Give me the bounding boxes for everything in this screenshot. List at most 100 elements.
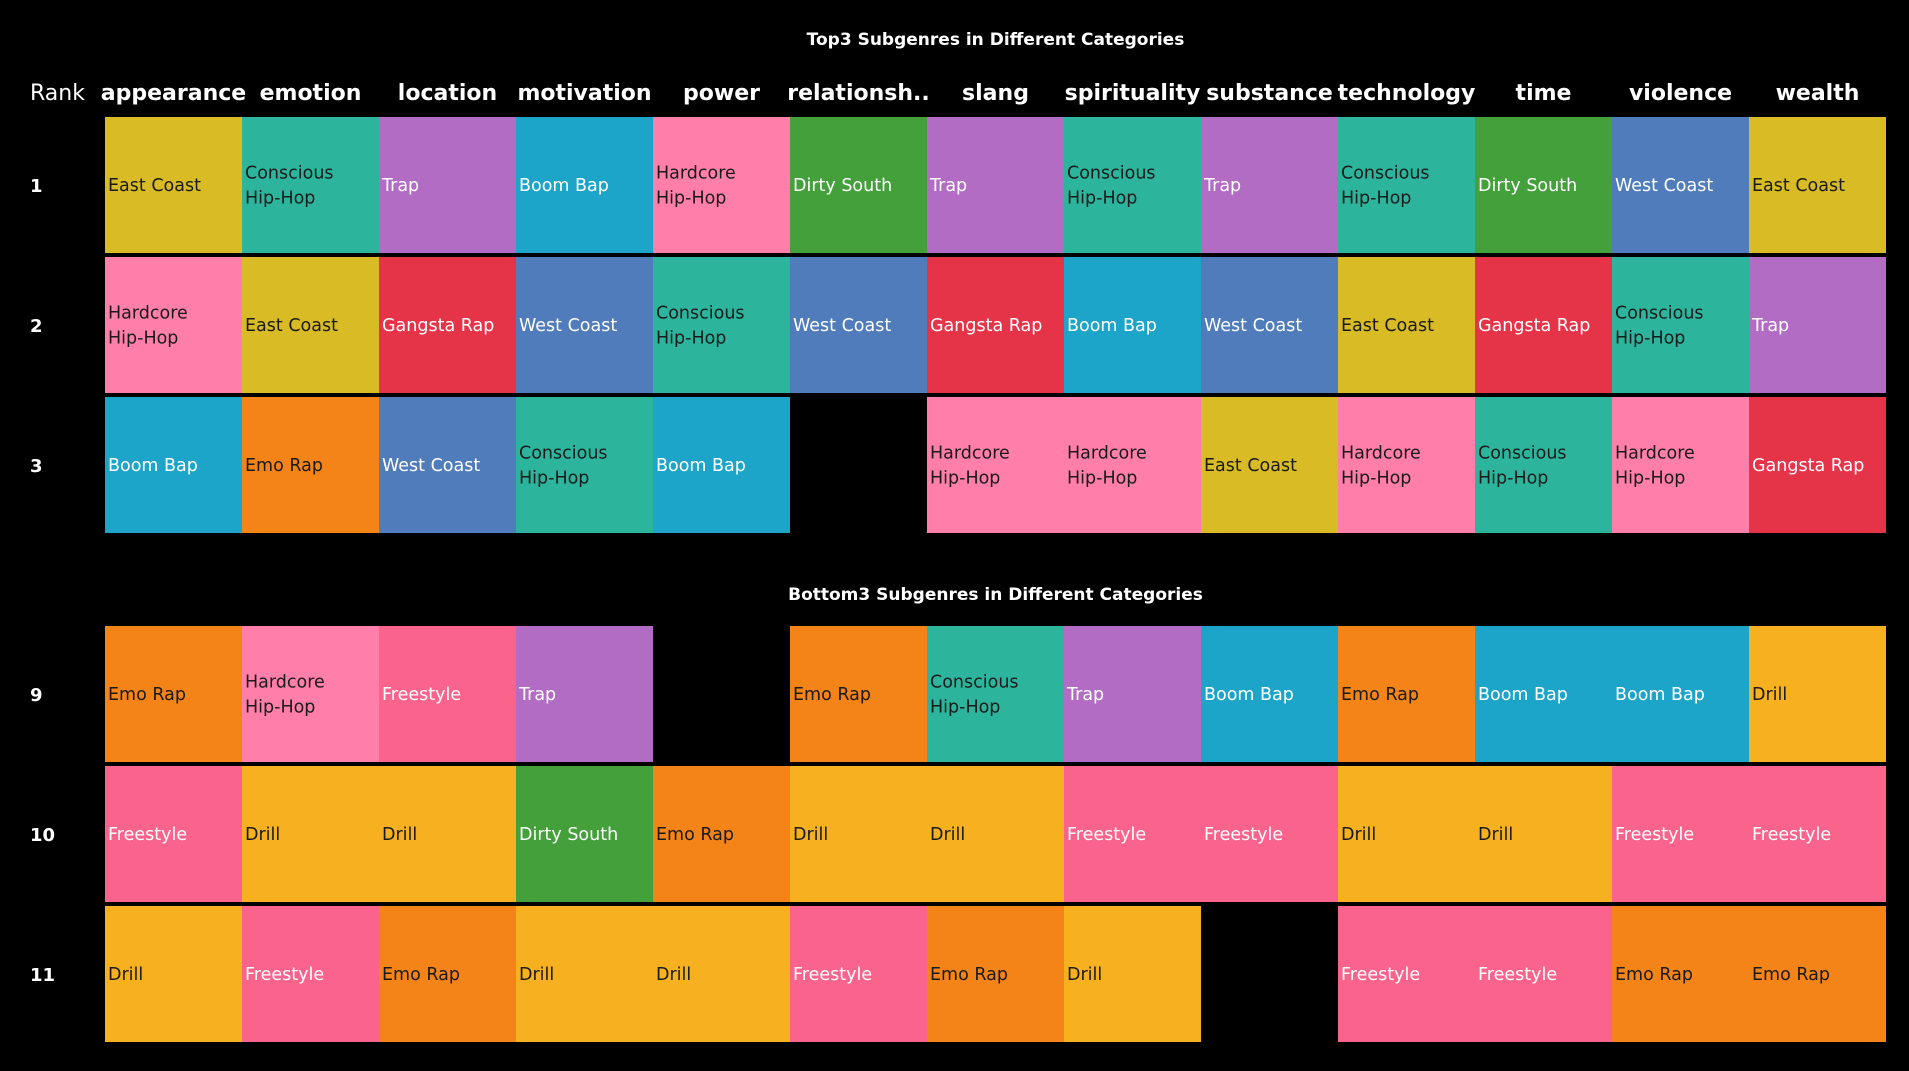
- bottom3-cell-label-r9-c7: Trap: [1066, 685, 1104, 705]
- bottom3-cell-r9-c12: [1749, 626, 1886, 762]
- cell-label-line: Hardcore: [656, 164, 736, 184]
- top3-cell-r1-c1: [242, 117, 379, 253]
- column-header-9: technology: [1338, 81, 1476, 106]
- cell-label-line: Trap: [1751, 316, 1789, 336]
- top3-cell-label-r1-c0: East Coast: [108, 176, 201, 196]
- top3-cell-r1-c9: [1338, 117, 1475, 253]
- top3-cell-r2-c7: [1064, 257, 1201, 393]
- top3-cell-label-r3-c1: Emo Rap: [245, 456, 323, 476]
- top3-cell-label-r2-c12: Trap: [1751, 316, 1789, 336]
- top3-cell-label-r3-c12: Gangsta Rap: [1752, 456, 1864, 476]
- cell-label-line: Drill: [1067, 965, 1102, 985]
- bottom3-cell-label-r11-c9: Freestyle: [1341, 965, 1420, 985]
- bottom3-cell-r9-c0: [105, 626, 242, 762]
- cell-label-line: Freestyle: [1204, 825, 1283, 845]
- cell-label-line: Hardcore: [1067, 444, 1147, 464]
- top3-cell-r1-c2: [379, 117, 516, 253]
- top3-cell-label-r3-c9: Hardcore Hip-Hop: [1341, 444, 1421, 489]
- top3-cell-r2-c12: [1749, 257, 1886, 393]
- cell-label-line: Boom Bap: [519, 176, 609, 196]
- column-header-12: wealth: [1776, 81, 1860, 106]
- cell-label-line: Drill: [1752, 685, 1787, 705]
- top3-cell-r1-c10: [1475, 117, 1612, 253]
- top3-cell-r1-c8: [1201, 117, 1338, 253]
- bottom3-cell-r11-c9: [1338, 906, 1475, 1042]
- column-header-1: emotion: [260, 81, 362, 106]
- top3-cell-r1-c11: [1612, 117, 1749, 253]
- top3-cell-r2-c8: [1201, 257, 1338, 393]
- bottom3-cell-r9-c10: [1475, 626, 1612, 762]
- cell-label-line: West Coast: [1615, 176, 1713, 196]
- cell-label-line: Hip-Hop: [1067, 189, 1137, 209]
- bottom3-cell-label-r10-c5: Drill: [793, 825, 828, 845]
- cell-label-line: Emo Rap: [245, 456, 323, 476]
- rank-header: Rank: [30, 81, 85, 106]
- top3-cell-r1-c12: [1749, 117, 1886, 253]
- cell-label-line: Hip-Hop: [1615, 469, 1685, 489]
- cell-label-line: Gangsta Rap: [382, 316, 494, 336]
- cell-label-line: Boom Bap: [1615, 685, 1705, 705]
- bottom3-cell-label-r10-c3: Dirty South: [519, 825, 618, 845]
- top3-cell-label-r2-c7: Boom Bap: [1067, 316, 1157, 336]
- bottom3-title: Bottom3 Subgenres in Different Categorie…: [788, 585, 1203, 605]
- top3-cell-r2-c11: [1612, 257, 1749, 393]
- cell-label-line: Freestyle: [793, 965, 872, 985]
- cell-label-line: Freestyle: [1341, 965, 1420, 985]
- cell-label-line: Trap: [381, 176, 419, 196]
- top3-cell-label-r3-c4: Boom Bap: [656, 456, 746, 476]
- bottom3-cell-label-r10-c2: Drill: [382, 825, 417, 845]
- top3-cell-r3-c1: [242, 397, 379, 533]
- bottom3-rank-label-11: 11: [30, 965, 55, 986]
- bottom3-cell-label-r10-c11: Freestyle: [1615, 825, 1694, 845]
- bottom3-cell-r11-c5: [790, 906, 927, 1042]
- bottom3-cell-r10-c2: [379, 766, 516, 902]
- top3-cell-label-r2-c10: Gangsta Rap: [1478, 316, 1590, 336]
- cell-label-line: Boom Bap: [1067, 316, 1157, 336]
- bottom3-cell-label-r9-c0: Emo Rap: [108, 685, 186, 705]
- top3-cell-label-r3-c11: Hardcore Hip-Hop: [1615, 444, 1695, 489]
- top3-cell-label-r1-c6: Trap: [929, 176, 967, 196]
- top3-cell-r1-c0: [105, 117, 242, 253]
- cell-label-line: Hip-Hop: [656, 189, 726, 209]
- top3-cell-label-r2-c6: Gangsta Rap: [930, 316, 1042, 336]
- bottom3-cell-label-r9-c1: Hardcore Hip-Hop: [245, 673, 325, 718]
- bottom3-cell-label-r11-c11: Emo Rap: [1615, 965, 1693, 985]
- cell-label-line: East Coast: [108, 176, 201, 196]
- bottom3-cell-label-r10-c12: Freestyle: [1752, 825, 1831, 845]
- cell-label-line: Trap: [1203, 176, 1241, 196]
- top3-cell-label-r2-c5: West Coast: [793, 316, 891, 336]
- top3-cell-r3-c8: [1201, 397, 1338, 533]
- bottom3-cell-label-r10-c8: Freestyle: [1204, 825, 1283, 845]
- cell-label-line: Emo Rap: [930, 965, 1008, 985]
- bottom3-rank-label-10: 10: [30, 825, 55, 846]
- cell-label-line: West Coast: [1204, 316, 1302, 336]
- bottom3-cell-label-r11-c2: Emo Rap: [382, 965, 460, 985]
- bottom3-cell-r10-c8: [1201, 766, 1338, 902]
- bottom3-cell-label-r11-c1: Freestyle: [245, 965, 324, 985]
- cell-label-line: Hip-Hop: [245, 189, 315, 209]
- top3-cell-r3-c4: [653, 397, 790, 533]
- top3-cell-label-r3-c8: East Coast: [1204, 456, 1297, 476]
- bottom3-cell-r10-c11: [1612, 766, 1749, 902]
- bottom3-cell-label-r9-c2: Freestyle: [382, 685, 461, 705]
- bottom3-cell-label-r9-c6: Conscious Hip-Hop: [930, 673, 1019, 718]
- bottom3-cell-r11-c2: [379, 906, 516, 1042]
- bottom3-cell-r9-c2: [379, 626, 516, 762]
- bottom3-cell-label-r10-c6: Drill: [930, 825, 965, 845]
- bottom3-cell-r11-c1: [242, 906, 379, 1042]
- bottom3-cell-label-r11-c4: Drill: [656, 965, 691, 985]
- top3-cell-label-r1-c7: Conscious Hip-Hop: [1067, 164, 1156, 209]
- bottom3-cell-r9-c8: [1201, 626, 1338, 762]
- cell-label-line: Trap: [518, 685, 556, 705]
- bottom3-cell-label-r11-c12: Emo Rap: [1752, 965, 1830, 985]
- top3-cell-label-r2-c4: Conscious Hip-Hop: [656, 304, 745, 349]
- top3-cell-label-r1-c3: Boom Bap: [519, 176, 609, 196]
- bottom3-cell-label-r9-c5: Emo Rap: [793, 685, 871, 705]
- cell-label-line: Freestyle: [1478, 965, 1557, 985]
- cell-label-line: Emo Rap: [108, 685, 186, 705]
- top3-cell-r3-c7: [1064, 397, 1201, 533]
- cell-label-line: Hip-Hop: [1615, 329, 1685, 349]
- bottom3-cell-r11-c7: [1064, 906, 1201, 1042]
- cell-label-line: Gangsta Rap: [1752, 456, 1864, 476]
- bottom3-cell-label-r10-c4: Emo Rap: [656, 825, 734, 845]
